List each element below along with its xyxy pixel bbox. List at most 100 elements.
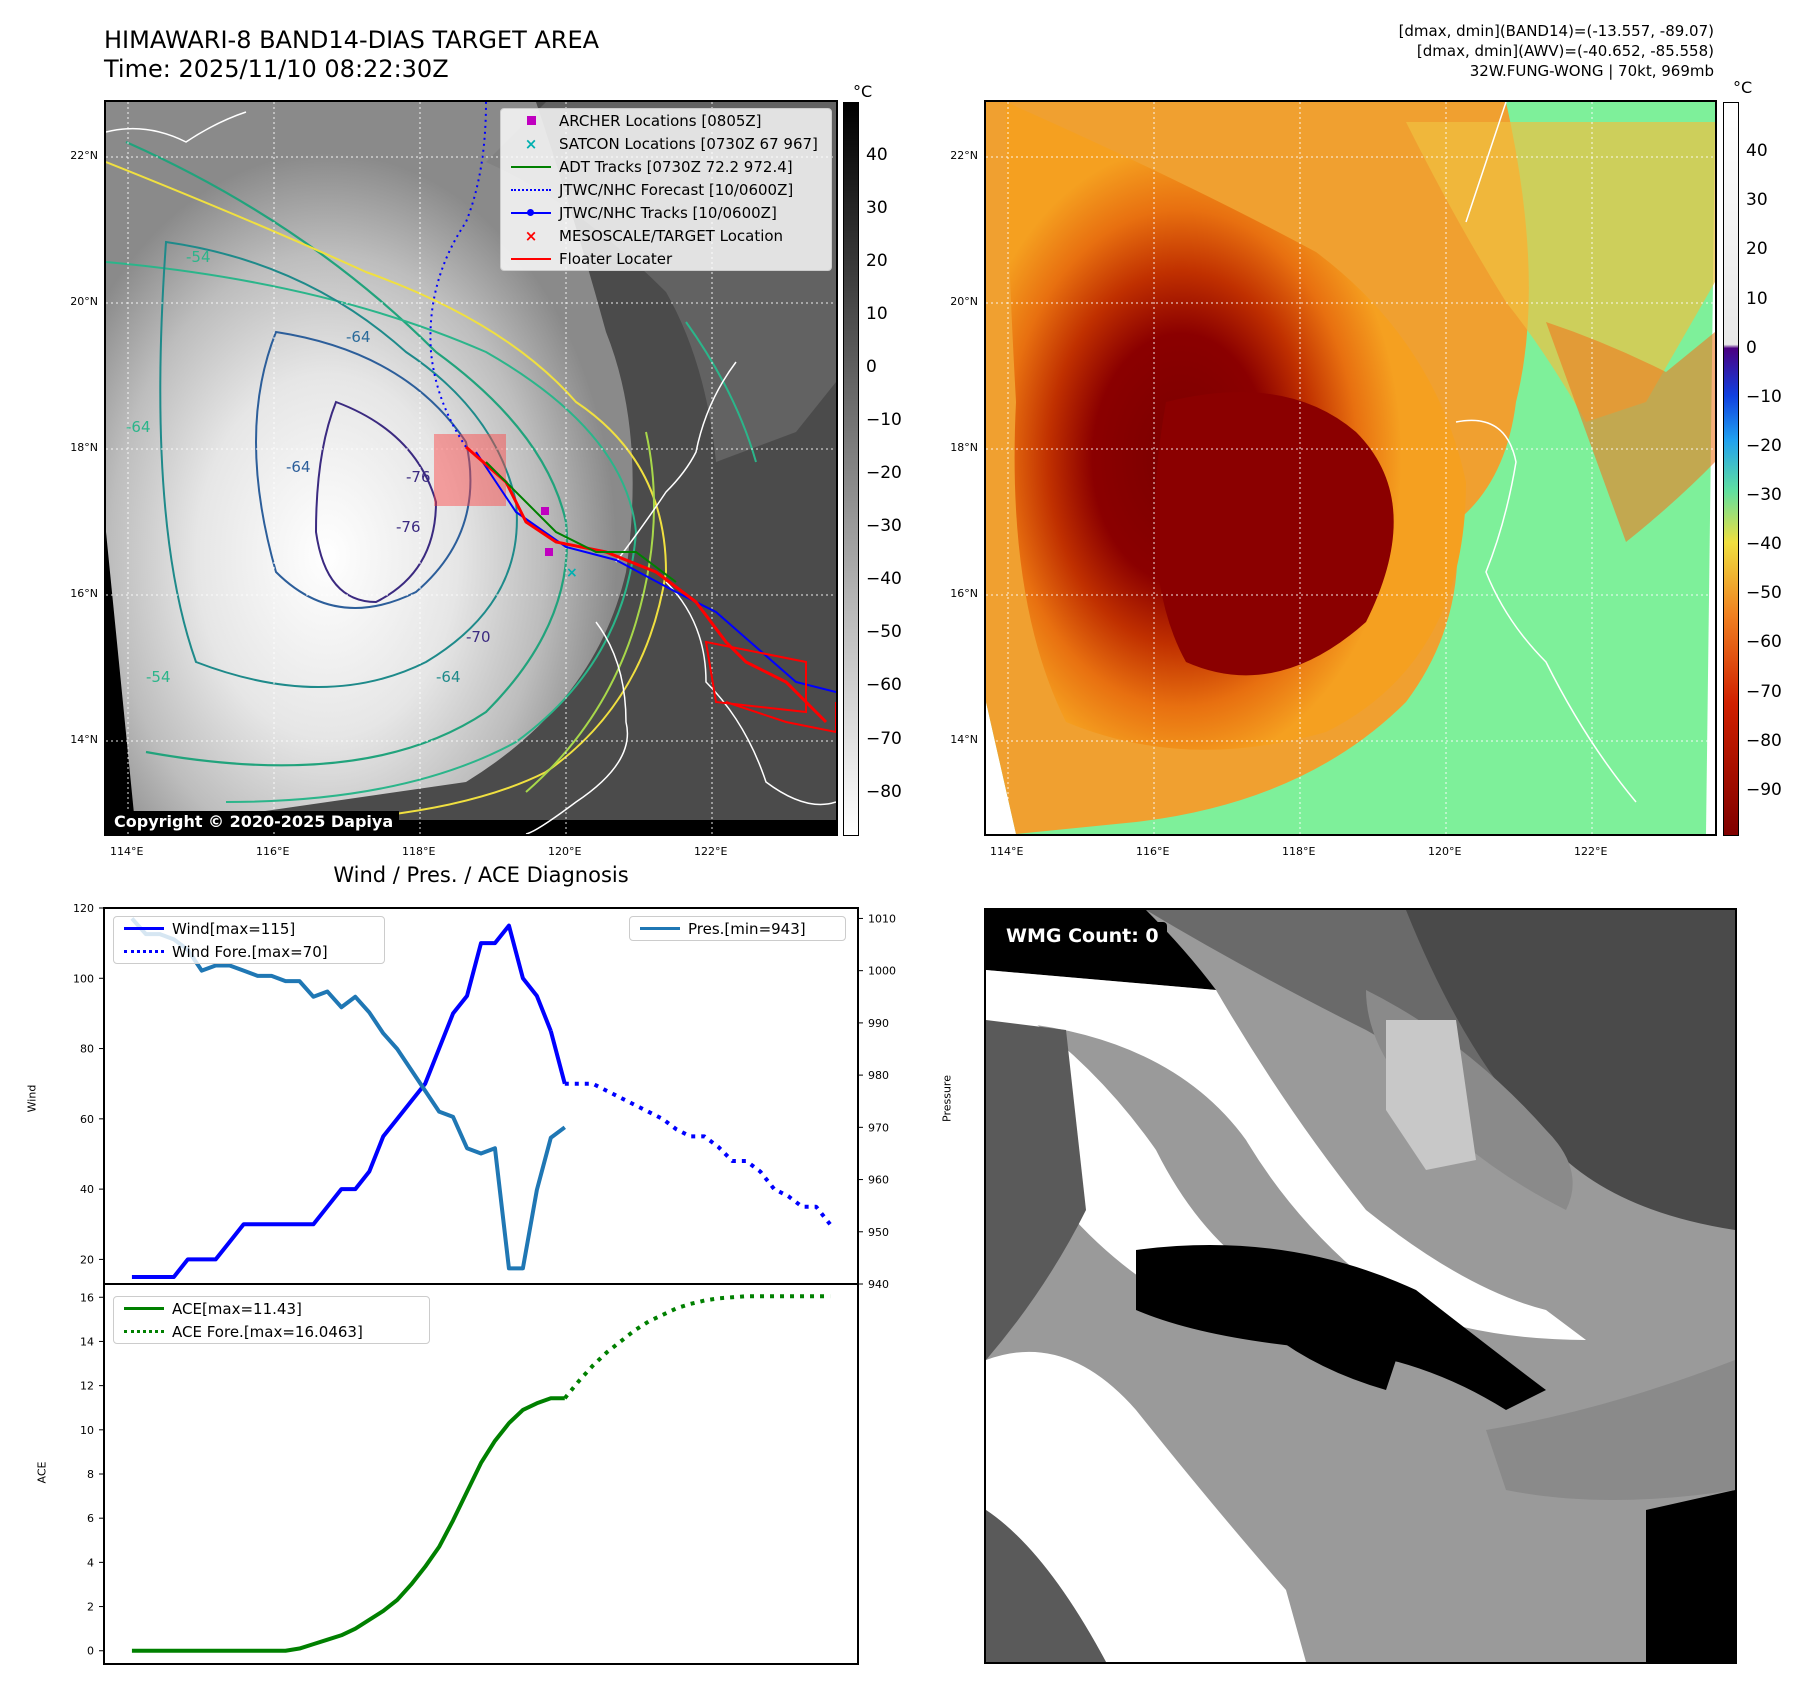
pressure-tick-label: 1010 [868, 912, 896, 925]
coastline [106, 111, 247, 143]
ir-colorbar-tick: −30 [866, 516, 902, 537]
figure-title-line2: Time: 2025/11/10 08:22:30Z [104, 55, 449, 83]
contour-label: -64 [346, 328, 371, 346]
contour-label: -64 [126, 418, 151, 436]
contour-label: -54 [186, 248, 211, 266]
coastline [615, 361, 737, 563]
lon-label: 120°E [548, 845, 582, 858]
floater-track [465, 445, 828, 724]
copyright-label: Copyright © 2020-2025 Dapiya [108, 811, 400, 832]
legend-item-mesoscale: × MESOSCALE/TARGET Location [524, 226, 784, 245]
map-gridlines [106, 102, 836, 834]
pressure-tick-label: 990 [868, 1017, 889, 1030]
awv-colorbar-tick: 40 [1746, 141, 1768, 162]
coastline [665, 581, 836, 806]
lon-label: 118°E [402, 845, 436, 858]
coastline [525, 621, 629, 834]
lat-label: 20°N [70, 295, 98, 308]
legend-item-wind: Wind[max=115] [114, 917, 384, 940]
lon-label: 116°E [256, 845, 290, 858]
pressure-tick-label: 970 [868, 1121, 889, 1134]
awv-colorbar-tick: 10 [1746, 288, 1768, 309]
awv-colorbar-unit: °C [1733, 78, 1753, 97]
lat-label: 14°N [950, 733, 978, 746]
wind-tick-label: 120 [73, 902, 94, 915]
lon-label: 120°E [1428, 845, 1462, 858]
coastline [1465, 102, 1507, 223]
pressure-legend: Pres.[min=943] [629, 916, 846, 941]
legend-item-ace: ACE[max=11.43] [114, 1297, 429, 1320]
legend-item-jtwc-forecast: JTWC/NHC Forecast [10/0600Z] [501, 178, 831, 201]
ir-colorbar-tick: 30 [866, 198, 888, 219]
ir-colorbar-tick: −10 [866, 410, 902, 431]
ir-colorbar-tick: 40 [866, 145, 888, 166]
ir-colorbar-tick: −80 [866, 781, 902, 802]
wmg-panel: WMG Count: 0 [984, 908, 1737, 1664]
legend-item-wind-forecast: Wind Fore.[max=70] [114, 940, 384, 963]
wind-tick-label: 20 [80, 1253, 94, 1266]
lon-label: 118°E [1282, 845, 1316, 858]
map-gridlines [986, 102, 1715, 834]
ir-colorbar-tick: −60 [866, 675, 902, 696]
legend-item-floater: Floater Locater [501, 247, 831, 270]
pressure-tick-label: 960 [868, 1174, 889, 1187]
ir-colorbar-tick: −20 [866, 463, 902, 484]
contour-line [314, 400, 438, 604]
awv-colorbar-tick: −10 [1746, 386, 1782, 407]
archer-marker [541, 507, 549, 515]
contour-label: -76 [396, 518, 421, 536]
lat-label: 22°N [950, 149, 978, 162]
legend-item-archer: ARCHER Locations [0805Z] [501, 109, 831, 132]
legend-item-ace-forecast: ACE Fore.[max=16.0463] [114, 1320, 429, 1343]
awv-map-image [986, 102, 1715, 834]
ir-map-panel: × -54 -64 -70 -76 -64 -54 -64 -76 -64 AR… [104, 100, 838, 836]
contour-label: -64 [286, 458, 311, 476]
ace-forecast-series-line [563, 1294, 831, 1400]
awv-colorbar-tick: −20 [1746, 435, 1782, 456]
contour-line [106, 261, 638, 803]
lon-label: 122°E [694, 845, 728, 858]
wind-legend: Wind[max=115] Wind Fore.[max=70] [113, 916, 385, 964]
pressure-tick-label: 980 [868, 1069, 889, 1082]
ace-axis-label: ACE [35, 1461, 49, 1484]
lon-label: 114°E [110, 845, 144, 858]
awv-colorbar-tick: −80 [1746, 730, 1782, 751]
contour-label: -64 [436, 668, 461, 686]
diagnosis-chart-title: Wind / Pres. / ACE Diagnosis [333, 863, 629, 887]
contour-line [159, 240, 518, 688]
ace-tick-label: 12 [80, 1380, 94, 1393]
ace-legend: ACE[max=11.43] ACE Fore.[max=16.0463] [113, 1296, 430, 1344]
pressure-axis-label: Pressure [940, 1075, 954, 1122]
awv-colorbar-tick: −30 [1746, 485, 1782, 506]
ace-tick-label: 16 [80, 1291, 94, 1304]
info-dmax-awv: [dmax, dmin](AWV)=(-40.652, -85.558) [1416, 42, 1714, 60]
contour-line [685, 321, 757, 463]
legend-item-jtwc-tracks: JTWC/NHC Tracks [10/0600Z] [501, 201, 831, 224]
contour-line [106, 161, 668, 825]
awv-colorbar [1723, 102, 1739, 836]
lat-label: 16°N [950, 587, 978, 600]
ace-tick-label: 8 [87, 1468, 94, 1481]
awv-colorbar-tick: 0 [1746, 337, 1757, 358]
satcon-marker: × [566, 565, 578, 581]
contour-line [125, 140, 568, 767]
ace-tick-label: 2 [87, 1601, 94, 1614]
ace-tick-label: 0 [87, 1645, 94, 1658]
pressure-tick-label: 950 [868, 1226, 889, 1239]
wind-forecast-series-line [564, 1081, 832, 1226]
ir-colorbar-tick: 20 [866, 251, 888, 272]
contour-label: -54 [146, 668, 171, 686]
awv-colorbar-tick: −50 [1746, 583, 1782, 604]
pressure-series-line [130, 917, 566, 1271]
diagnosis-chart: 2040608010012094095096097098099010001010… [73, 902, 896, 1665]
legend-item-satcon: × SATCON Locations [0730Z 67 967] [524, 134, 818, 153]
wind-axis-label: Wind [25, 1084, 39, 1113]
lon-label: 116°E [1136, 845, 1170, 858]
awv-colorbar-tick: −70 [1746, 681, 1782, 702]
jtwc-track [475, 451, 836, 693]
pressure-tick-label: 940 [868, 1278, 889, 1291]
info-storm: 32W.FUNG-WONG | 70kt, 969mb [1469, 62, 1714, 80]
lat-label: 18°N [70, 441, 98, 454]
jtwc-forecast-track [429, 102, 487, 448]
ace-tick-label: 14 [80, 1335, 94, 1348]
